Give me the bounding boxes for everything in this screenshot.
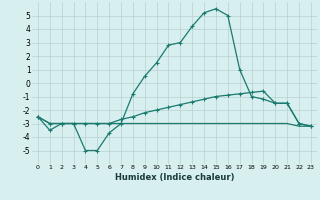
X-axis label: Humidex (Indice chaleur): Humidex (Indice chaleur): [115, 173, 234, 182]
